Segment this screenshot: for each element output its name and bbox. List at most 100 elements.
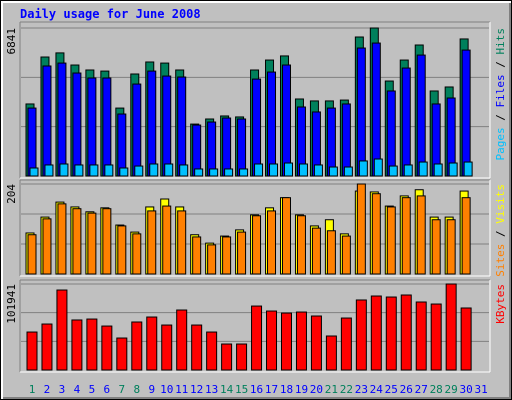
bar (147, 210, 157, 275)
x-tick-label: 2 (44, 383, 51, 396)
bar (104, 164, 114, 177)
bar (134, 165, 144, 177)
bar (71, 319, 83, 371)
x-tick-label: 26 (400, 383, 413, 396)
x-tick-label: 16 (250, 383, 263, 396)
x-tick-label: 12 (190, 383, 203, 396)
x-tick-label: 20 (310, 383, 323, 396)
bar (371, 42, 381, 177)
bar (192, 124, 202, 177)
x-tick-label: 21 (325, 383, 338, 396)
bar (176, 309, 188, 371)
bar (267, 71, 277, 177)
legend-separator: / (494, 55, 507, 75)
bar (102, 77, 112, 177)
bar (56, 289, 68, 371)
x-tick-label: 10 (160, 383, 173, 396)
x-tick-label: 18 (280, 383, 293, 396)
bar (416, 54, 426, 177)
legend: KBytes (494, 284, 507, 324)
bar (461, 49, 471, 177)
x-tick-label: 31 (474, 383, 487, 396)
bar (164, 163, 174, 177)
bar (446, 219, 456, 275)
y-tick-label: 101941 (5, 284, 18, 324)
bar (445, 283, 457, 371)
bar (72, 208, 82, 275)
bar (341, 235, 351, 275)
bar (358, 160, 368, 177)
x-tick-label: 19 (295, 383, 308, 396)
bar (147, 70, 157, 177)
bar (311, 227, 321, 275)
x-tick-label: 15 (235, 383, 248, 396)
bar (370, 295, 382, 371)
bar (281, 64, 291, 177)
bar (295, 311, 307, 371)
bar (239, 168, 249, 177)
bar (117, 225, 127, 275)
x-tick-label: 29 (445, 383, 458, 396)
bar (403, 164, 413, 177)
bar (132, 233, 142, 275)
bar (132, 83, 142, 177)
x-tick-label: 5 (89, 383, 96, 396)
bar (313, 164, 323, 177)
bar (29, 167, 39, 177)
legend-entry: Pages (494, 127, 507, 160)
bar (298, 163, 308, 177)
bar (41, 323, 53, 371)
x-tick-label: 3 (59, 383, 66, 396)
x-tick-label: 13 (205, 383, 218, 396)
x-tick-label: 14 (220, 383, 234, 396)
x-tick-label: 17 (265, 383, 278, 396)
bar (448, 162, 458, 177)
legend-entry: KBytes (494, 284, 507, 324)
bar (149, 163, 159, 177)
bar (57, 203, 67, 275)
bar (207, 244, 217, 275)
bar (222, 117, 232, 177)
bar (57, 62, 67, 177)
bar (400, 294, 412, 371)
x-tick-label: 25 (385, 383, 398, 396)
bar (26, 331, 38, 371)
legend-entry: Sites (494, 244, 507, 277)
bar (116, 337, 128, 371)
bar (326, 230, 336, 275)
bar (74, 164, 84, 177)
bar (343, 166, 353, 177)
bar (146, 316, 158, 371)
x-tick-label: 24 (370, 383, 384, 396)
bar (222, 236, 232, 275)
bar (430, 303, 442, 371)
bar (161, 324, 173, 371)
bar (42, 65, 52, 177)
bar (340, 317, 352, 371)
bar (283, 162, 293, 177)
bar (431, 219, 441, 275)
bar (72, 72, 82, 177)
bar (386, 90, 396, 177)
bar (206, 331, 218, 371)
bar (252, 215, 262, 275)
legend-entry: Hits (494, 28, 507, 55)
bar (131, 321, 143, 371)
bar (269, 163, 279, 177)
bar (356, 47, 366, 177)
bar (401, 197, 411, 275)
bar (42, 218, 52, 275)
bar (385, 296, 397, 371)
bar (373, 158, 383, 177)
bar (371, 193, 381, 275)
x-tick-label: 9 (148, 383, 155, 396)
bar (162, 205, 172, 275)
chart-title: Daily usage for June 2008 (20, 7, 201, 21)
x-tick-label: 4 (74, 383, 81, 396)
bar (87, 212, 97, 275)
bar (194, 168, 204, 177)
legend: Pages / Files / Hits (494, 28, 507, 161)
bar (191, 324, 203, 371)
bar (386, 206, 396, 275)
legend-separator: / (494, 224, 507, 244)
